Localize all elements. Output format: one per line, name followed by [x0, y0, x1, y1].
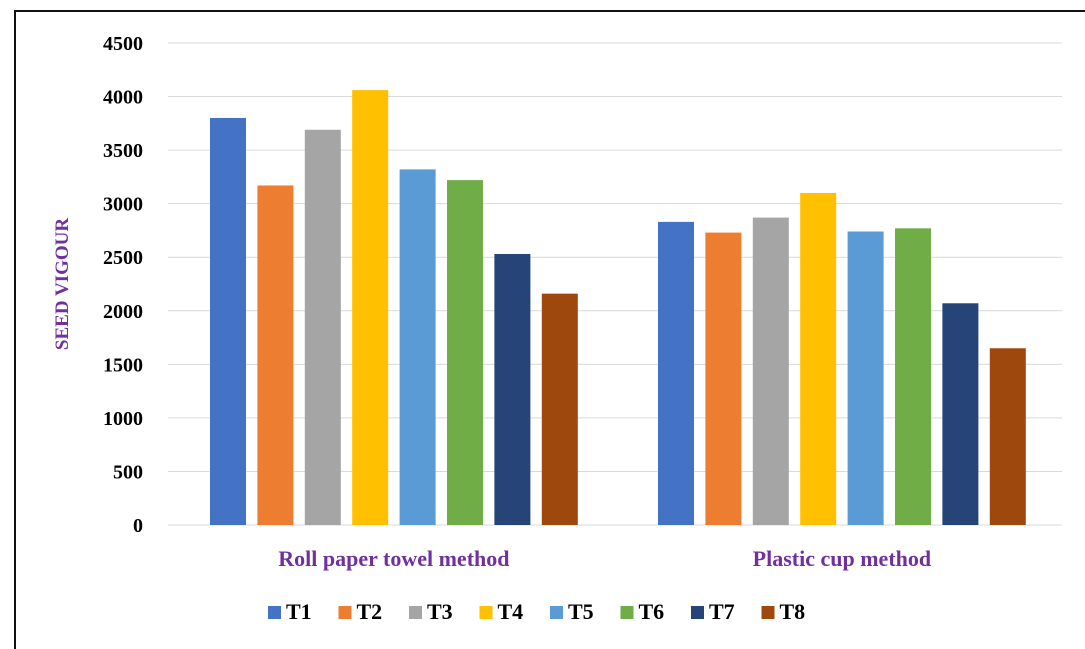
y-tick-label: 4500	[103, 33, 143, 55]
legend-label-t2: T2	[357, 599, 383, 624]
y-axis-label: SEED VIGOUR	[52, 218, 73, 350]
frame-border-top	[14, 10, 1085, 12]
legend-swatch-t2	[338, 606, 352, 619]
bar-t1-2	[658, 221, 694, 525]
bar-t4-2	[800, 192, 837, 525]
bar-t3-2	[752, 217, 789, 525]
y-tick-label: 3500	[103, 140, 143, 162]
x-category-label: Roll paper towel method	[278, 546, 509, 571]
bar-t6-1	[447, 180, 483, 525]
bar-t3-1	[304, 129, 341, 525]
legend-label-t4: T4	[498, 599, 524, 624]
legend-swatch-t1	[268, 606, 281, 619]
y-tick-label: 1500	[103, 354, 143, 376]
bar-t5-2	[847, 231, 884, 525]
y-tick-label: 2000	[103, 301, 143, 323]
y-tick-label: 0	[133, 515, 143, 537]
bar-t2-1	[257, 185, 294, 526]
bars	[210, 90, 1026, 526]
legend-swatch-t3	[409, 606, 422, 619]
bar-t8-1	[541, 293, 578, 525]
legend-swatch-t5	[550, 606, 563, 619]
y-tick-label: 4000	[103, 87, 143, 109]
legend-label-t7: T7	[709, 599, 735, 624]
bar-t8-2	[989, 348, 1026, 525]
legend-label-t1: T1	[286, 599, 312, 624]
legend-label-t6: T6	[639, 599, 665, 624]
y-tick-label: 500	[113, 461, 143, 483]
legend-swatch-t6	[620, 606, 634, 619]
legend-label-t5: T5	[568, 599, 594, 624]
legend-swatch-t8	[761, 606, 775, 619]
frame-border-left	[14, 10, 16, 649]
legend-label-t3: T3	[427, 599, 453, 624]
y-tick-label: 3000	[103, 194, 143, 216]
legend-swatch-t7	[691, 606, 704, 619]
y-tick-labels: 0 500 1000 1500 2000 2500 3000 3500 4000 4500	[103, 33, 143, 537]
legend: T1 T2 T3 T4 T5 T6 T7 T8	[268, 599, 805, 624]
legend-label-t8: T8	[780, 599, 806, 624]
legend-swatch-t4	[479, 606, 493, 619]
bar-t1-1	[210, 117, 246, 525]
bar-t7-1	[494, 254, 531, 525]
bar-t6-2	[895, 228, 931, 525]
y-tick-label: 2500	[103, 247, 143, 269]
bar-t5-1	[399, 169, 436, 525]
x-category-labels: Roll paper towel method Plastic cup metho…	[278, 546, 931, 571]
x-category-label: Plastic cup method	[753, 546, 931, 571]
bar-t4-1	[352, 90, 389, 525]
y-tick-label: 1000	[103, 408, 143, 430]
bar-t7-2	[942, 303, 979, 525]
bar-t2-2	[705, 232, 742, 525]
